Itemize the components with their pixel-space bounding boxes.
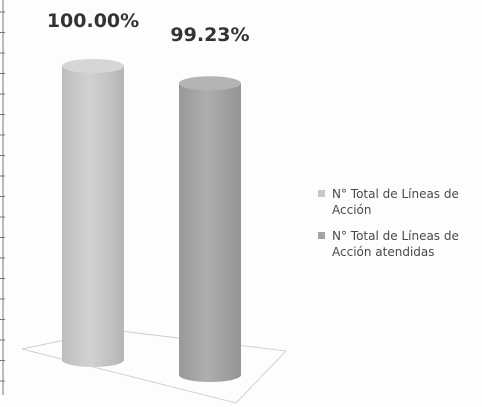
legend-label: N° Total de Líneas de Acción atendidas: [332, 229, 459, 259]
bar-top: [179, 76, 241, 91]
bar-top: [62, 59, 124, 73]
legend-item: N° Total de Líneas de Acción atendidas: [318, 228, 482, 260]
bar-body: [62, 66, 124, 367]
bar-body: [179, 83, 241, 383]
legend-swatch: [318, 190, 325, 197]
chart-floor: [21, 329, 288, 404]
legend: N° Total de Líneas de Acción N° Total de …: [318, 186, 482, 270]
y-axis: [0, 0, 5, 395]
bars: [62, 59, 241, 383]
floor-plane: [21, 329, 288, 404]
data-label: 100.00%: [46, 10, 140, 32]
legend-item: N° Total de Líneas de Acción: [318, 186, 482, 218]
bar-1: [179, 76, 241, 383]
legend-label: N° Total de Líneas de Acción: [332, 187, 459, 217]
legend-swatch: [318, 232, 325, 239]
bar-0: [62, 59, 124, 367]
data-label: 99.23%: [170, 24, 250, 46]
